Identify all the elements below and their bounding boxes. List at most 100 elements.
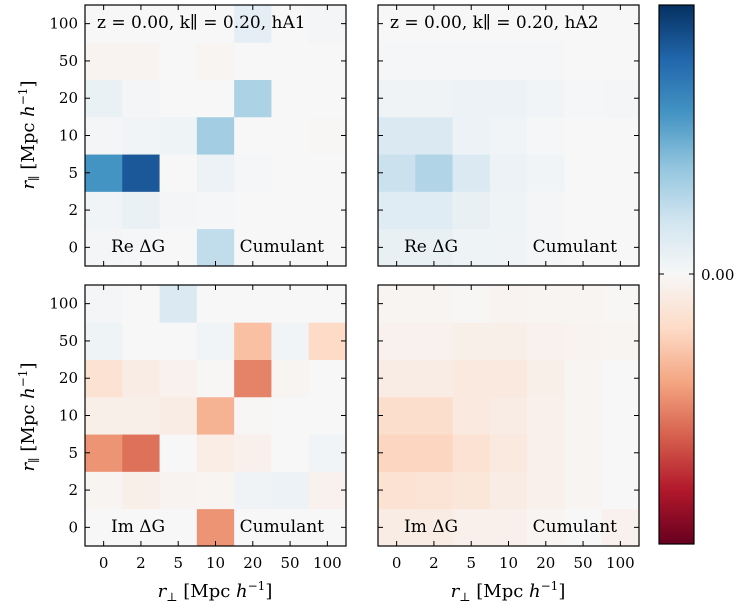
heatmap-cell — [308, 79, 347, 118]
heatmap-cell — [601, 322, 640, 360]
heatmap-cell — [85, 79, 123, 118]
heatmap-cell — [527, 5, 565, 43]
heatmap-cell — [378, 359, 416, 398]
heatmap-cell — [378, 471, 416, 510]
heatmap-cell — [271, 359, 310, 398]
heatmap-cell — [85, 228, 123, 267]
heatmap-cell — [489, 42, 528, 80]
heatmap-cell — [378, 42, 416, 80]
heatmap-cell — [196, 228, 235, 267]
panel-method-label: Cumulant — [240, 237, 325, 257]
heatmap-cell — [85, 42, 123, 80]
heatmap-cell — [85, 154, 123, 192]
heatmap-cell — [452, 434, 491, 472]
x-tick-label: 50 — [574, 554, 593, 572]
y-tick-label: 20 — [59, 369, 78, 387]
heatmap-cell — [601, 154, 640, 192]
x-tick-label: 2 — [429, 554, 439, 572]
heatmap-cell — [415, 285, 453, 323]
heatmap-cell — [564, 322, 603, 360]
x-tick-label: 2 — [136, 554, 146, 572]
heatmap-cell — [415, 434, 453, 472]
heatmap-cell — [415, 154, 453, 192]
heatmap-cell — [159, 285, 198, 323]
heatmap-cell — [452, 42, 491, 80]
y-tick-label: 10 — [59, 127, 78, 145]
y-tick-label: 0 — [68, 238, 78, 256]
heatmap-cell — [271, 285, 310, 323]
x-tick-label: 0 — [99, 554, 109, 572]
heatmap-cell — [196, 508, 235, 547]
heatmap-cell — [378, 228, 416, 267]
heatmap-cell — [378, 434, 416, 472]
colorbar-tick-label: 0.00 — [701, 266, 734, 284]
heatmap-cell — [564, 228, 603, 267]
heatmap-cell — [159, 396, 198, 435]
heatmap-cell — [85, 5, 123, 43]
heatmap-cell — [415, 471, 453, 510]
heatmap-cell — [308, 42, 347, 80]
heatmap-cell — [308, 191, 347, 230]
heatmap-cell — [196, 285, 235, 323]
x-tick-label: 0 — [392, 554, 402, 572]
heatmap-cell — [564, 154, 603, 192]
heatmap-cell — [271, 434, 310, 472]
heatmap-cell — [308, 228, 347, 267]
heatmap-cell — [415, 5, 453, 43]
heatmap-cell — [85, 471, 123, 510]
heatmap-cell — [196, 191, 235, 230]
heatmap-cell — [159, 42, 198, 80]
heatmap-cell — [527, 285, 565, 323]
heatmap-cell — [489, 471, 528, 510]
heatmap-cell — [85, 396, 123, 435]
heatmap-cell — [196, 42, 235, 80]
y-tick-label: 10 — [59, 407, 78, 425]
heatmap-cell — [85, 434, 123, 472]
y-tick-label: 2 — [68, 201, 78, 219]
heatmap-cell — [271, 79, 310, 118]
heatmap-cell — [527, 359, 565, 398]
heatmap-cell — [564, 116, 603, 155]
heatmap-cell — [271, 396, 310, 435]
x-tick-label: 20 — [536, 554, 555, 572]
heatmap-cell — [564, 79, 603, 118]
heatmap-cell — [308, 285, 347, 323]
heatmap-cell — [308, 5, 347, 43]
colorbar: 0.00 — [658, 4, 734, 545]
heatmap-cell — [122, 116, 160, 155]
heatmap-cell — [564, 471, 603, 510]
heatmap-cell — [85, 191, 123, 230]
heatmap-cell — [489, 359, 528, 398]
heatmap-cell — [452, 285, 491, 323]
heatmap-cell — [489, 322, 528, 360]
heatmap-cell — [122, 434, 160, 472]
heatmap-cell — [415, 191, 453, 230]
heatmap-cell — [452, 191, 491, 230]
heatmap-cell — [489, 191, 528, 230]
heatmap-cell — [378, 116, 416, 155]
heatmap-cell — [601, 79, 640, 118]
panel-re-hA1: 0 2 5 10 20 50 100 z = 0.00, k∥ = 0.20, hA1 Re Δ… — [49, 4, 347, 267]
heatmap-cell — [85, 116, 123, 155]
heatmap-cell — [271, 471, 310, 510]
heatmap-cell — [308, 396, 347, 435]
heatmap-cell — [196, 79, 235, 118]
heatmap-cell — [452, 322, 491, 360]
y-tick-label: 2 — [68, 481, 78, 499]
heatmap-cell — [308, 322, 347, 360]
heatmap-cell — [122, 79, 160, 118]
heatmap-cell — [271, 154, 310, 192]
heatmap-cell — [564, 285, 603, 323]
heatmap-cell — [196, 116, 235, 155]
heatmap-cell — [527, 396, 565, 435]
heatmap-cell — [271, 228, 310, 267]
heatmap-cell — [271, 5, 310, 43]
heatmap-cell — [234, 434, 272, 472]
heatmap-cell — [489, 434, 528, 472]
heatmap-cell — [415, 228, 453, 267]
heatmap-cell — [122, 322, 160, 360]
heatmap-cell — [271, 508, 310, 547]
heatmap-cell — [234, 359, 272, 398]
heatmap-cell — [271, 116, 310, 155]
